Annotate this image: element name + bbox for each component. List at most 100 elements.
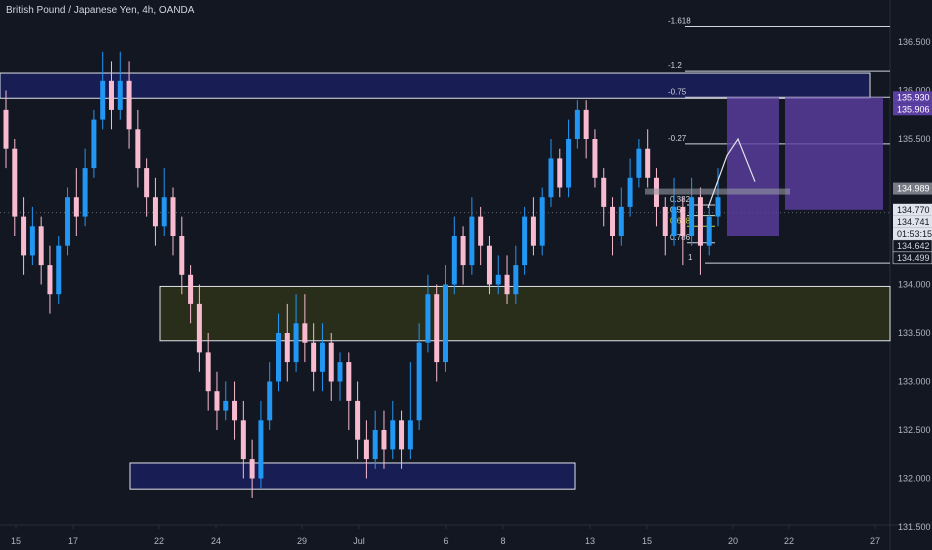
candle-body (223, 400, 229, 411)
candle-body (188, 274, 194, 304)
fib-label: 0.382 (670, 195, 691, 204)
candle-body (117, 80, 123, 110)
projection-arrow (707, 137, 756, 209)
fib-label: 0.618 (670, 216, 691, 225)
price-label-box (893, 203, 932, 216)
candle-body (152, 197, 158, 227)
candle-body (302, 323, 308, 343)
fib-label: 1 (688, 253, 693, 262)
candle-body (38, 226, 44, 266)
candle-body (179, 236, 185, 275)
candle-body (443, 284, 449, 363)
candle-body (548, 158, 554, 198)
candle-body (170, 197, 176, 236)
price-label: 134.499 (897, 253, 930, 263)
candle-body (566, 139, 572, 188)
candle-body (399, 420, 405, 450)
candle-body (56, 245, 62, 295)
y-tick-label: 131.500 (898, 522, 931, 532)
x-tick-label: 27 (870, 536, 880, 546)
candle-body (610, 206, 616, 236)
candle-body (530, 216, 536, 246)
price-label: 134.989 (897, 184, 930, 194)
candle-body (363, 439, 369, 460)
candle-body (689, 197, 695, 236)
candle-body (91, 119, 97, 169)
candle-body (12, 148, 18, 217)
candle-body (135, 129, 141, 169)
candle-body (504, 274, 510, 295)
candle-body (390, 420, 396, 450)
price-label: 01:53:15 (897, 229, 932, 239)
price-label-box (893, 91, 932, 104)
price-label-box (893, 215, 932, 228)
y-tick-label: 136.000 (898, 86, 931, 96)
fib-label: -0.75 (668, 87, 687, 96)
candle-body (3, 109, 9, 149)
candle-body (557, 158, 563, 188)
price-label: 135.906 (897, 104, 930, 114)
candle-body (407, 420, 413, 450)
candle-body (513, 265, 519, 295)
candle-body (434, 294, 440, 363)
candle-body (486, 245, 492, 285)
price-label-box (893, 227, 932, 240)
candle-body (232, 400, 238, 421)
candle-body (29, 226, 35, 256)
candle-body (21, 216, 27, 256)
candle-body (100, 80, 106, 120)
candle-body (416, 342, 422, 421)
candle-body (469, 216, 475, 266)
x-tick-label: 29 (297, 536, 307, 546)
zone-low (129, 462, 576, 490)
y-tick-label: 132.000 (898, 474, 931, 484)
candle-body (73, 197, 79, 217)
candle-body (451, 236, 457, 285)
price-label: 134.770 (897, 205, 930, 215)
x-tick-label: 22 (784, 536, 794, 546)
candle-body (144, 168, 150, 198)
fib-label: -1.618 (668, 16, 691, 25)
x-tick-label: 13 (585, 536, 595, 546)
candle-body (214, 391, 220, 411)
fib-label: -1.2 (668, 61, 682, 70)
candle-body (460, 236, 466, 266)
y-tick-label: 134.000 (898, 280, 931, 290)
price-label: 135.930 (897, 92, 930, 102)
candle-body (82, 168, 88, 217)
price-label-box (893, 182, 932, 195)
candle-body (258, 420, 264, 479)
candle-body (671, 206, 677, 236)
fib-label: -0.27 (668, 134, 687, 143)
fib-label: 0.786 (670, 233, 691, 242)
x-tick-label: 17 (68, 536, 78, 546)
candle-body (346, 362, 352, 401)
candle-body (539, 197, 545, 246)
candle-body (706, 216, 712, 246)
candle-body (284, 333, 290, 363)
time-axis[interactable]: 15 17 22 24 29 Jul 6 8 13 15 20 22 27 (11, 525, 880, 546)
candle-body (267, 381, 273, 421)
x-tick-label: 6 (443, 536, 448, 546)
price-label-box (892, 251, 932, 265)
x-tick-label: 15 (642, 536, 652, 546)
zone-demand (159, 285, 891, 342)
candle-body (381, 430, 387, 450)
candle-body (275, 333, 281, 382)
projection-box (727, 97, 779, 236)
price-label: 134.741 (897, 217, 930, 227)
target-line-box (645, 188, 790, 195)
symbol-title: British Pound / Japanese Yen, 4h, OANDA (6, 5, 195, 16)
x-tick-label: 22 (154, 536, 164, 546)
y-tick-label: 133.000 (898, 377, 931, 387)
candle-body (715, 197, 721, 217)
candle-body (495, 274, 501, 285)
candle-body (583, 109, 589, 139)
candle-body (65, 197, 71, 246)
candle-body (328, 342, 334, 382)
candle-body (319, 342, 325, 372)
candles-layer (3, 51, 721, 498)
candle-body (522, 216, 528, 266)
price-label-box (893, 103, 932, 116)
price-labels: 135.930 135.906 134.989 134.770 134.741 01:53… (892, 91, 932, 265)
